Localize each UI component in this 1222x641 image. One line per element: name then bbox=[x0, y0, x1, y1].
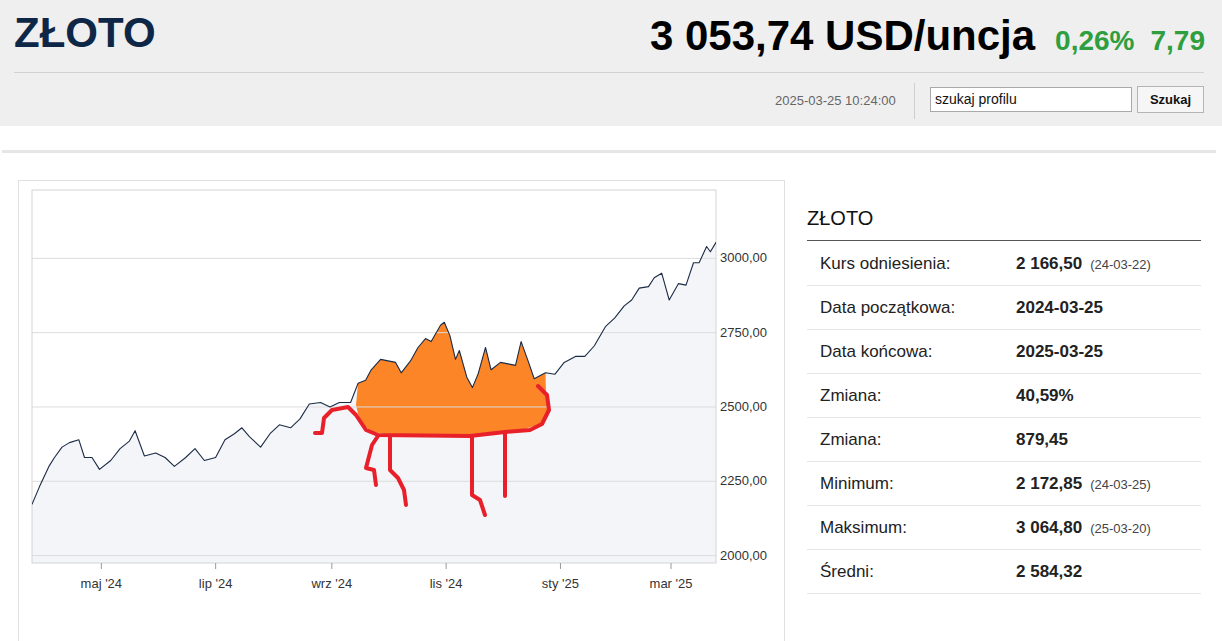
grid-line bbox=[32, 406, 716, 407]
search-button[interactable]: Szukaj bbox=[1137, 86, 1204, 113]
x-tick-label: lis '24 bbox=[430, 576, 463, 591]
doodle-stroke bbox=[503, 433, 507, 496]
row-separator bbox=[807, 329, 1201, 330]
area bbox=[32, 242, 716, 563]
row-separator bbox=[807, 285, 1201, 286]
x-tick-label: mar '25 bbox=[650, 576, 693, 591]
row-value-text: 2 172,85 bbox=[1016, 474, 1082, 493]
table-top-rule bbox=[807, 240, 1201, 241]
search-input[interactable]: szukaj profilu bbox=[930, 87, 1132, 112]
row-separator bbox=[807, 417, 1201, 418]
row-label: Zmiana: bbox=[820, 374, 881, 418]
row-date: (24-03-25) bbox=[1090, 477, 1151, 492]
row-value-text: 40,59% bbox=[1016, 386, 1074, 405]
x-tick bbox=[671, 563, 672, 569]
line bbox=[32, 242, 716, 504]
row-value: 2 172,85 (24-03-25) bbox=[1016, 462, 1151, 506]
x-tick bbox=[215, 563, 216, 569]
x-tick bbox=[101, 563, 102, 569]
line-group bbox=[32, 242, 716, 504]
row-value: 879,45 bbox=[1016, 418, 1068, 462]
grid-line bbox=[32, 555, 716, 556]
table-title: ZŁOTO bbox=[807, 207, 873, 230]
row-label: Data końcowa: bbox=[820, 330, 932, 374]
plot-area bbox=[32, 242, 716, 563]
vertical-separator bbox=[914, 83, 915, 119]
doodle-stroke bbox=[366, 436, 378, 485]
row-value: 2025-03-25 bbox=[1016, 330, 1103, 374]
row-value-text: 2 166,50 bbox=[1016, 254, 1082, 273]
row-value-text: 2 584,32 bbox=[1016, 562, 1082, 581]
row-separator bbox=[807, 593, 1201, 594]
y-tick-label: 3000,00 bbox=[720, 250, 767, 265]
row-value-text: 2024-03-25 bbox=[1016, 298, 1103, 317]
grid-line bbox=[32, 258, 716, 259]
row-value: 2 584,32 bbox=[1016, 550, 1082, 594]
row-separator bbox=[807, 549, 1201, 550]
row-separator bbox=[807, 373, 1201, 374]
row-value-text: 879,45 bbox=[1016, 430, 1068, 449]
row-date: (25-03-20) bbox=[1090, 521, 1151, 536]
y-tick-label: 2500,00 bbox=[720, 399, 767, 414]
x-tick bbox=[560, 563, 561, 569]
doodle-stroke bbox=[315, 386, 549, 436]
row-label: Maksimum: bbox=[820, 506, 907, 550]
content-border bbox=[2, 150, 1216, 153]
change-pct: 0,26% bbox=[1055, 25, 1134, 57]
row-label: Data początkowa: bbox=[820, 286, 955, 330]
row-value: 3 064,80 (25-03-20) bbox=[1016, 506, 1151, 550]
y-tick-label: 2750,00 bbox=[720, 325, 767, 340]
x-tick bbox=[446, 563, 447, 569]
quote: 3 053,74 USD/uncja 0,26% 7,79 bbox=[650, 12, 1205, 60]
doodle-body bbox=[356, 322, 549, 436]
row-label: Minimum: bbox=[820, 462, 894, 506]
plot-frame bbox=[32, 190, 716, 563]
doodle-stroke bbox=[390, 437, 406, 505]
x-tick-label: maj '24 bbox=[81, 576, 123, 591]
price: 3 053,74 USD/uncja bbox=[650, 12, 1035, 60]
row-label: Kurs odniesienia: bbox=[820, 242, 950, 286]
y-tick-label: 2250,00 bbox=[720, 473, 767, 488]
row-separator bbox=[807, 505, 1201, 506]
header-separator bbox=[14, 72, 1204, 73]
y-tick-label: 2000,00 bbox=[720, 548, 767, 563]
timestamp: 2025-03-25 10:24:00 bbox=[775, 93, 896, 108]
x-tick-label: wrz '24 bbox=[310, 576, 352, 591]
doodle-stroke bbox=[472, 437, 485, 515]
page-title: ZŁOTO bbox=[14, 9, 156, 57]
row-separator bbox=[807, 461, 1201, 462]
change: 7,79 bbox=[1151, 25, 1206, 57]
x-tick-label: lip '24 bbox=[199, 576, 233, 591]
grid-line bbox=[32, 332, 716, 333]
x-tick bbox=[331, 563, 332, 569]
row-value-text: 2025-03-25 bbox=[1016, 342, 1103, 361]
row-value: 2 166,50 (24-03-22) bbox=[1016, 242, 1151, 286]
row-date: (24-03-22) bbox=[1090, 257, 1151, 272]
chart: 2000,00 2250,00 2500,00 2750,00 3000,00 maj '… bbox=[0, 0, 1222, 641]
row-value: 40,59% bbox=[1016, 374, 1074, 418]
row-value: 2024-03-25 bbox=[1016, 286, 1103, 330]
row-value-text: 3 064,80 bbox=[1016, 518, 1082, 537]
row-label: Zmiana: bbox=[820, 418, 881, 462]
x-tick-label: sty '25 bbox=[542, 576, 579, 591]
row-label: Średni: bbox=[820, 550, 874, 594]
